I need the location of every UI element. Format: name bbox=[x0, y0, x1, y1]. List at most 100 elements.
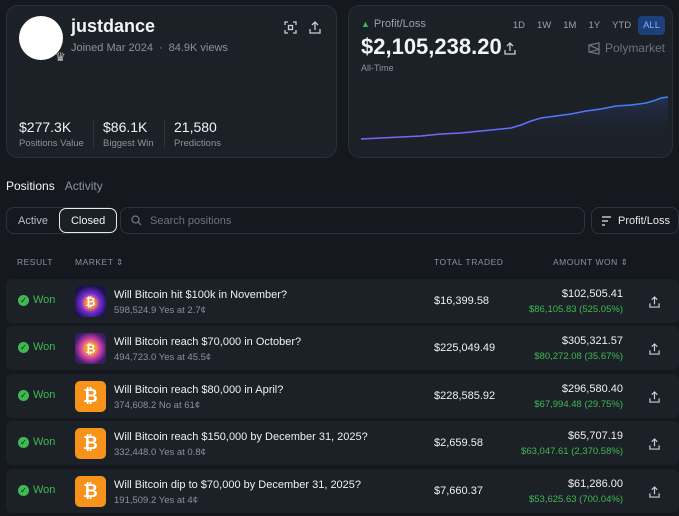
table-row[interactable]: ✓ Won ₿ Will Bitcoin reach $80,000 in Apr… bbox=[6, 374, 679, 418]
check-icon: ✓ bbox=[18, 484, 29, 496]
market-title[interactable]: Will Bitcoin dip to $70,000 by December … bbox=[114, 479, 362, 491]
pnl-area bbox=[361, 97, 668, 142]
result-badge: ✓ Won bbox=[18, 294, 55, 306]
tab-activity[interactable]: Activity bbox=[64, 179, 103, 193]
bitcoin-icon: ₿ bbox=[83, 481, 98, 501]
profile-meta: Joined Mar 2024 · 84.9K views bbox=[71, 42, 228, 54]
bitcoin-icon: ₿ bbox=[85, 341, 96, 356]
stat-predictions: 21,580 Predictions bbox=[174, 119, 221, 149]
stat-value: $86.1K bbox=[103, 119, 148, 135]
qr-scan-icon[interactable] bbox=[281, 18, 299, 36]
search-icon bbox=[131, 215, 142, 226]
market-thumbnail: ₿ bbox=[75, 286, 106, 317]
profit-gain: $86,105.83 (525.05%) bbox=[528, 304, 623, 315]
pnl-chart bbox=[361, 96, 668, 142]
pnl-line bbox=[361, 96, 668, 140]
pnl-value: $2,105,238.20 bbox=[361, 34, 502, 59]
check-icon: ✓ bbox=[18, 341, 29, 353]
header-result: RESULT bbox=[17, 257, 53, 267]
pnl-period: All-Time bbox=[361, 63, 394, 73]
range-all[interactable]: ALL bbox=[638, 16, 665, 35]
stat-label: Biggest Win bbox=[103, 138, 154, 149]
range-1m[interactable]: 1M bbox=[563, 20, 577, 31]
stat-value: 21,580 bbox=[174, 119, 217, 135]
section-tabs: Positions Activity bbox=[6, 179, 103, 193]
profit-gain: $53,625.63 (700.04%) bbox=[528, 494, 623, 505]
stat-value: $277.3K bbox=[19, 119, 72, 135]
profit-gain: $63,047.61 (2,370.58%) bbox=[521, 446, 623, 457]
polymarket-logo-icon bbox=[588, 41, 600, 55]
stat-biggest-win: $86.1K Biggest Win bbox=[103, 119, 154, 149]
sort-button[interactable]: Profit/Loss bbox=[591, 207, 679, 234]
market-position: 374,608.2 No at 61¢ bbox=[114, 400, 201, 411]
market-thumbnail: ₿ bbox=[75, 476, 106, 507]
result-text: Won bbox=[33, 341, 56, 353]
market-title[interactable]: Will Bitcoin reach $80,000 in April? bbox=[114, 384, 284, 396]
divider bbox=[164, 120, 165, 148]
market-position: 191,509.2 Yes at 4¢ bbox=[114, 495, 198, 506]
market-position: 598,524.9 Yes at 2.7¢ bbox=[114, 305, 206, 316]
result-text: Won bbox=[33, 484, 56, 496]
result-badge: ✓ Won bbox=[18, 389, 55, 401]
market-title[interactable]: Will Bitcoin hit $100k in November? bbox=[114, 289, 288, 301]
share-icon[interactable] bbox=[645, 388, 663, 406]
market-position: 494,723.0 Yes at 45.5¢ bbox=[114, 352, 212, 363]
view-count: 84.9K views bbox=[168, 42, 228, 54]
search-box bbox=[120, 207, 585, 234]
header-market-label: MARKET bbox=[75, 257, 114, 267]
check-icon: ✓ bbox=[18, 389, 29, 401]
header-market[interactable]: MARKET ⇕ bbox=[75, 257, 124, 268]
check-icon: ✓ bbox=[18, 436, 29, 448]
share-icon[interactable] bbox=[645, 435, 663, 453]
search-input[interactable] bbox=[150, 214, 550, 227]
amount-won: $102,505.41 bbox=[561, 288, 623, 300]
market-thumbnail: ₿ bbox=[75, 428, 106, 459]
range-selector: 1D 1W 1M 1Y YTD ALL bbox=[508, 16, 665, 35]
separator-dot: · bbox=[158, 42, 163, 54]
joined-date: Joined Mar 2024 bbox=[71, 42, 153, 54]
crown-icon: ♛ bbox=[55, 50, 66, 64]
range-1y[interactable]: 1Y bbox=[588, 20, 601, 31]
header-amount-label: AMOUNT WON bbox=[553, 257, 618, 267]
tab-positions[interactable]: Positions bbox=[6, 179, 55, 193]
range-1w[interactable]: 1W bbox=[537, 20, 552, 31]
table-row[interactable]: ✓ Won ₿ Will Bitcoin hit $100k in Novembe… bbox=[6, 279, 679, 323]
header-amount-won[interactable]: AMOUNT WON ⇕ bbox=[553, 257, 628, 268]
range-ytd[interactable]: YTD bbox=[612, 20, 632, 31]
username: justdance bbox=[71, 16, 156, 36]
market-thumbnail: ₿ bbox=[75, 333, 106, 364]
bitcoin-icon: ₿ bbox=[83, 433, 98, 453]
share-icon[interactable] bbox=[501, 39, 519, 57]
header-total-traded: TOTAL TRADED bbox=[434, 257, 504, 267]
table-row[interactable]: ✓ Won ₿ Will Bitcoin reach $70,000 in Oct… bbox=[6, 326, 679, 370]
up-triangle-icon: ▲ bbox=[361, 19, 370, 29]
profit-loss-card: ▲ Profit/Loss $2,105,238.20 All-Time 1D … bbox=[348, 5, 673, 158]
market-position: 332,448.0 Yes at 0.8¢ bbox=[114, 447, 206, 458]
status-filter: Active Closed bbox=[6, 207, 118, 234]
share-icon[interactable] bbox=[645, 340, 663, 358]
market-thumbnail: ₿ bbox=[75, 381, 106, 412]
filter-active-button[interactable]: Active bbox=[18, 214, 48, 227]
pnl-label: ▲ Profit/Loss bbox=[361, 18, 426, 30]
profit-gain: $67,994.48 (29.75%) bbox=[534, 399, 623, 410]
stat-positions-value: $277.3K Positions Value bbox=[19, 119, 84, 149]
result-badge: ✓ Won bbox=[18, 341, 55, 353]
pnl-label-text: Profit/Loss bbox=[373, 18, 426, 30]
range-1d[interactable]: 1D bbox=[512, 20, 526, 31]
share-icon[interactable] bbox=[306, 18, 324, 36]
result-badge: ✓ Won bbox=[18, 484, 55, 496]
sort-label: Profit/Loss bbox=[618, 214, 670, 227]
total-traded: $228,585.92 bbox=[434, 390, 496, 402]
profile-card: ♛ justdance Joined Mar 2024 · 84.9K views … bbox=[6, 5, 337, 158]
table-row[interactable]: ✓ Won ₿ Will Bitcoin dip to $70,000 by De… bbox=[6, 469, 679, 513]
table-row[interactable]: ✓ Won ₿ Will Bitcoin reach $150,000 by De… bbox=[6, 421, 679, 465]
share-icon[interactable] bbox=[645, 483, 663, 501]
total-traded: $225,049.49 bbox=[434, 342, 496, 354]
market-title[interactable]: Will Bitcoin reach $70,000 in October? bbox=[114, 336, 302, 348]
brand: Polymarket bbox=[588, 41, 665, 55]
share-icon[interactable] bbox=[645, 293, 663, 311]
filter-closed-button[interactable]: Closed bbox=[58, 208, 118, 233]
sort-icon bbox=[602, 215, 611, 226]
market-title[interactable]: Will Bitcoin reach $150,000 by December … bbox=[114, 431, 368, 443]
avatar[interactable] bbox=[19, 16, 63, 60]
